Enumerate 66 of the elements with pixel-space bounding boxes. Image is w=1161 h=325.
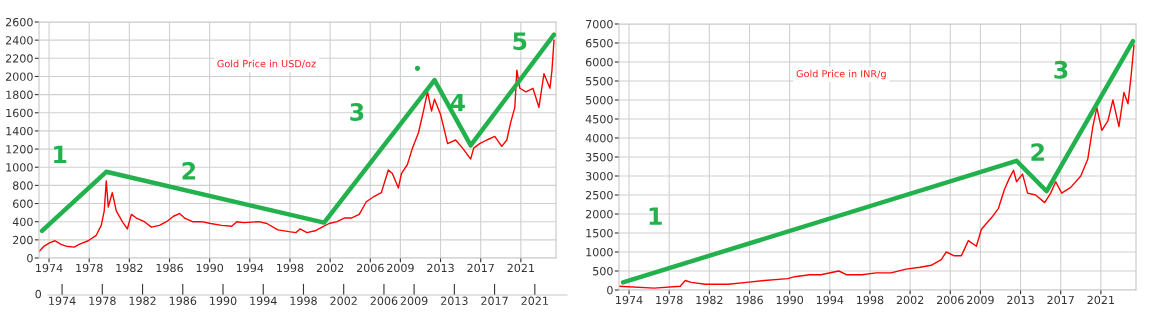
y-tick-label: 400 [12,217,33,227]
y-tick-label: 1000 [6,163,33,172]
y-tick-label: 800 [12,181,33,190]
x-tick-label: 1998 [857,295,884,305]
x-tick-label: 2009 [967,295,994,305]
x-tick-label: 2002 [316,263,344,273]
y-tick-label: 0 [27,253,33,263]
x-tick-label: 1978 [656,295,683,305]
x-tick-label: 2013 [427,263,454,273]
x-tick-label: 1974 [36,263,63,273]
x-tick-label: 2002 [896,295,924,305]
x-tick-label: 1998 [277,263,304,273]
y-tick-label: 4000 [585,133,613,143]
y-tick-label: 6000 [585,57,613,67]
x-tick-label: 2009 [387,263,414,273]
y-tick-label: 2000 [5,72,33,81]
annotation: 4 [450,93,465,112]
y-tick-label: 2000 [585,209,613,219]
text: Gold Price in INR/g [796,69,886,80]
y-tick-label: 0 [607,285,613,295]
y-tick-label: 1400 [6,126,33,136]
x-tick-label: 1982 [116,263,143,273]
y-tick-label: 5000 [586,95,613,105]
x-tick-label: 1986 [156,263,183,273]
annotation: 1 [54,145,67,164]
y-tick-label: 5500 [586,76,613,86]
y-tick-label: 500 [593,266,613,276]
x-tick-label: 1990 [196,263,224,273]
y-tick-label: 600 [13,199,33,208]
x-tick-label: 2006 [936,295,964,305]
text: Gold Price in USD/oz [217,59,316,69]
x-tick-label: 2017 [1047,295,1074,305]
y-tick-label: 2600 [5,17,33,27]
y-tick-label: 7000 [586,19,613,29]
y-tick-label: 1200 [6,145,33,154]
x-tick-label: 1978 [76,263,103,273]
annotation: 2 [182,162,196,180]
x-tick-label: 1990 [776,295,804,305]
x-tick-label: 1986 [736,295,763,305]
y-tick-label: 1600 [6,108,33,118]
annotation: 5 [513,32,527,51]
y-tick-label: 2400 [5,36,33,45]
y-tick-label: 2200 [5,54,33,63]
annotation: 2 [1031,143,1044,161]
x-tick-label: 2006 [356,263,384,273]
x-tick-label: 2021 [507,263,534,273]
y-tick-label: 6500 [585,38,613,48]
x-tick-label: 1974 [616,295,643,305]
annotation: 1 [649,207,662,225]
annotation: 3 [350,103,364,121]
x-tick-label: 1982 [696,295,723,305]
y-tick-label: 2500 [585,190,613,200]
y-tick-label: 1800 [6,90,33,99]
y-tick-label: 1000 [586,247,613,257]
x-tick-label: 1994 [236,263,264,273]
x-tick-label: 2013 [1007,295,1034,305]
y-tick-label: 3000 [586,171,613,181]
annotation: 3 [1054,60,1068,79]
text: 0 [35,289,42,299]
x-tick-label: 2021 [1087,295,1114,305]
y-tick-label: 200 [13,235,33,245]
x-tick-label: 2017 [467,263,494,273]
x-tick-label: 1994 [816,295,844,305]
y-tick-label: 4500 [585,114,613,124]
y-tick-label: 3500 [586,152,613,162]
y-tick-label: 1500 [586,228,613,238]
